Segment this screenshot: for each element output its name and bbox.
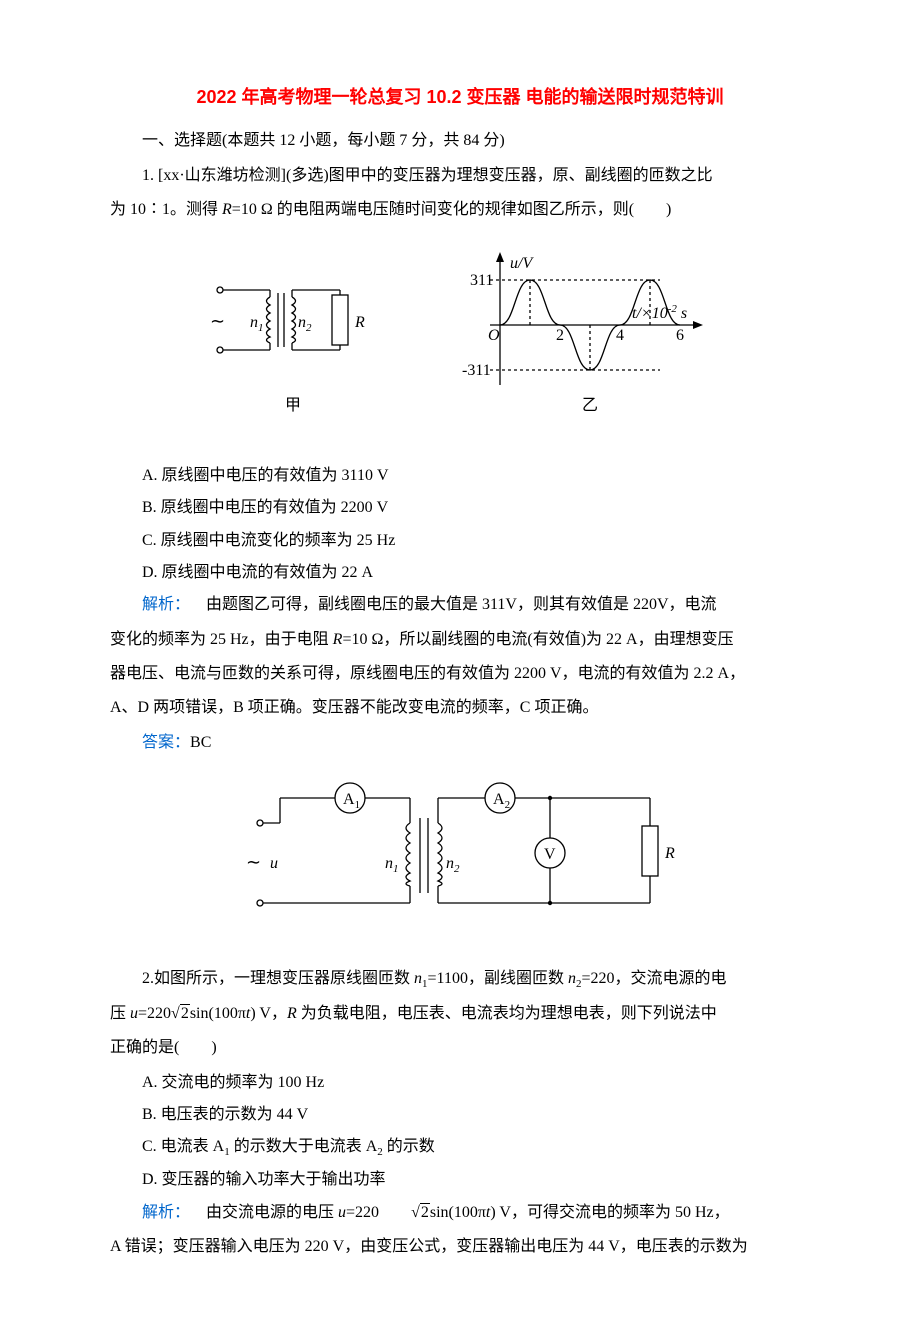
fig2-n2s: 2 (454, 863, 460, 875)
fig1-n2s: 2 (306, 322, 312, 334)
q1-optA: A. 原线圈中电压的有效值为 3110 V (110, 461, 810, 491)
fig1-left-label: 甲 (285, 397, 301, 414)
q2-stem-a: 2.如图所示，一理想变压器原线圈匝数 (142, 970, 414, 987)
var-u2: u (338, 1204, 346, 1221)
q1-sol-b: 变化的频率为 25 Hz，由于电阻 (110, 631, 333, 648)
svg-text:n2: n2 (446, 855, 460, 875)
q1-stem-line2: 为 10∶1。测得 R=10 Ω 的电阻两端电压随时间变化的规律如图乙所示，则(… (110, 195, 810, 225)
q2-solution-l1: 解析： 由交流电源的电压 u=2202sin(100πt) V，可得交流电的频率… (110, 1198, 810, 1228)
q2-stem-d: 压 (110, 1005, 130, 1022)
q2-optC: C. 电流表 A1 的示数大于电流表 A2 的示数 (110, 1132, 810, 1163)
fig1-R: R (354, 314, 365, 331)
fig1-x4: 4 (616, 327, 624, 344)
fig1-x6: 6 (676, 327, 684, 344)
q1-solution-l4: A、D 两项错误，B 项正确。变压器不能改变电流的频率，C 项正确。 (110, 693, 810, 723)
fig1-n2: n (298, 314, 306, 331)
q1-sol-label: 解析： (142, 596, 190, 613)
fig2-V: V (544, 846, 556, 863)
q2-stem-e: =220 (138, 1005, 171, 1022)
q2-sol-c: sin(100π (430, 1204, 486, 1221)
section-heading: 一、选择题(本题共 12 小题，每小题 7 分，共 84 分) (110, 126, 810, 156)
q2-optC-a: C. 电流表 A (142, 1138, 224, 1155)
q1-answer: 答案：BC (110, 728, 810, 758)
fig1-xlab-a: t/×10 (632, 305, 668, 322)
q2-optA: A. 交流电的频率为 100 Hz (110, 1068, 810, 1098)
q1-solution-l2: 变化的频率为 25 Hz，由于电阻 R=10 Ω，所以副线圈的电流(有效值)为 … (110, 625, 810, 655)
q1-sol-a: 由题图乙可得，副线圈电压的最大值是 311V，则其有效值是 220V，电流 (206, 596, 717, 613)
doc-title: 2022 年高考物理一轮总复习 10.2 变压器 电能的输送限时规范特训 (110, 80, 810, 114)
q2-optD: D. 变压器的输入功率大于输出功率 (110, 1165, 810, 1195)
q1-stem-c: =10 Ω 的电阻两端电压随时间变化的规律如图乙所示，则( ) (232, 201, 672, 218)
q1-solution-l3: 器电压、电流与匝数的关系可得，原线圈电压的有效值为 2200 V，电流的有效值为… (110, 659, 810, 689)
var-R2: R (333, 631, 343, 648)
q2-optC-c: 的示数 (383, 1138, 435, 1155)
q1-solution-l1: 解析： 由题图乙可得，副线圈电压的最大值是 311V，则其有效值是 220V，电… (110, 590, 810, 620)
fig1-ymin: -311 (462, 362, 491, 379)
q2-stem-c: =220，交流电源的电 (581, 970, 726, 987)
svg-text:∼: ∼ (210, 311, 225, 331)
q1-sol-c: =10 Ω，所以副线圈的电流(有效值)为 22 A，由理想变压 (342, 631, 733, 648)
q2-sol-d: ) V，可得交流电的频率为 50 Hz， (490, 1204, 729, 1221)
q2-stem-b: =1100，副线圈匝数 (428, 970, 568, 987)
q1-optB: B. 原线圈中电压的有效值为 2200 V (110, 493, 810, 523)
q1-stem-line1: 1. [xx·山东潍坊检测](多选)图甲中的变压器为理想变压器，原、副线圈的匝数… (110, 161, 810, 191)
var-u: u (130, 1005, 138, 1022)
q1-ans-label: 答案： (142, 734, 190, 751)
fig2-A1s: 1 (355, 799, 361, 811)
q2-stem-l2: 压 u=2202sin(100πt) V，R 为负载电阻，电压表、电流表均为理想… (110, 999, 810, 1029)
fig2-A2s: 2 (505, 799, 511, 811)
sqrt2-b: 2 (379, 1198, 430, 1228)
q1-optC: C. 原线圈中电流变化的频率为 25 Hz (110, 526, 810, 556)
figure-1: ∼ n1 n2 R 甲 (110, 235, 810, 446)
fig1-O: O (488, 327, 500, 344)
var-n2: n (568, 970, 576, 987)
q2-stem-l1: 2.如图所示，一理想变压器原线圈匝数 n1=1100，副线圈匝数 n2=220，… (110, 964, 810, 995)
q2-stem-h: 为负载电阻，电压表、电流表均为理想电表，则下列说法中 (297, 1005, 717, 1022)
fig2-u: u (270, 855, 278, 872)
q2-stem-g: ) V， (250, 1005, 287, 1022)
q2-optB: B. 电压表的示数为 44 V (110, 1100, 810, 1130)
fig1-ylabel: u/V (510, 255, 534, 272)
q2-stem-f: sin(100π (190, 1005, 246, 1022)
q1-stem-b: 为 10∶1。测得 (110, 201, 222, 218)
fig2-n2: n (446, 855, 454, 872)
fig2-n1s: 1 (393, 863, 399, 875)
fig1-n1s: 1 (258, 322, 264, 334)
q2-sol-label: 解析： (142, 1204, 190, 1221)
fig1-n1: n (250, 314, 258, 331)
var-R-q2: R (287, 1005, 297, 1022)
fig2-R: R (664, 845, 675, 862)
svg-text:t/×10-2 s: t/×10-2 s (632, 303, 687, 322)
q1-stem-a: 1. [xx·山东潍坊检测](多选)图甲中的变压器为理想变压器，原、副线圈的匝数… (142, 167, 713, 184)
fig2-tilde: ∼ (246, 852, 261, 872)
q2-sol-b: =220 (346, 1204, 379, 1221)
q1-optD: D. 原线圈中电流的有效值为 22 A (110, 558, 810, 588)
q1-ans-val: BC (190, 734, 211, 751)
fig2-A1: A (343, 791, 355, 808)
fig2-svg: ∼ u A1 n1 n2 A2 V (240, 768, 680, 938)
q2-stem-l3: 正确的是( ) (110, 1033, 810, 1063)
fig2-A2: A (493, 791, 505, 808)
var-R: R (222, 201, 232, 218)
q2-solution-l2: A 错误；变压器输入电压为 220 V，由变压公式，变压器输出电压为 44 V，… (110, 1232, 810, 1262)
sqrt2-a: 2 (171, 999, 190, 1029)
fig1-ymax: 311 (470, 272, 493, 289)
figure-2: ∼ u A1 n1 n2 A2 V (110, 768, 810, 949)
q2-optC-b: 的示数大于电流表 A (230, 1138, 378, 1155)
fig1-xlab-c: s (677, 305, 687, 322)
svg-text:n1: n1 (385, 855, 399, 875)
fig1-svg: ∼ n1 n2 R 甲 (190, 235, 730, 435)
svg-text:n1: n1 (250, 314, 264, 334)
fig1-right-label: 乙 (582, 397, 598, 414)
fig1-x2: 2 (556, 327, 564, 344)
fig2-n1: n (385, 855, 393, 872)
q2-sol-a: 由交流电源的电压 (206, 1204, 338, 1221)
var-n1: n (414, 970, 422, 987)
svg-text:n2: n2 (298, 314, 312, 334)
